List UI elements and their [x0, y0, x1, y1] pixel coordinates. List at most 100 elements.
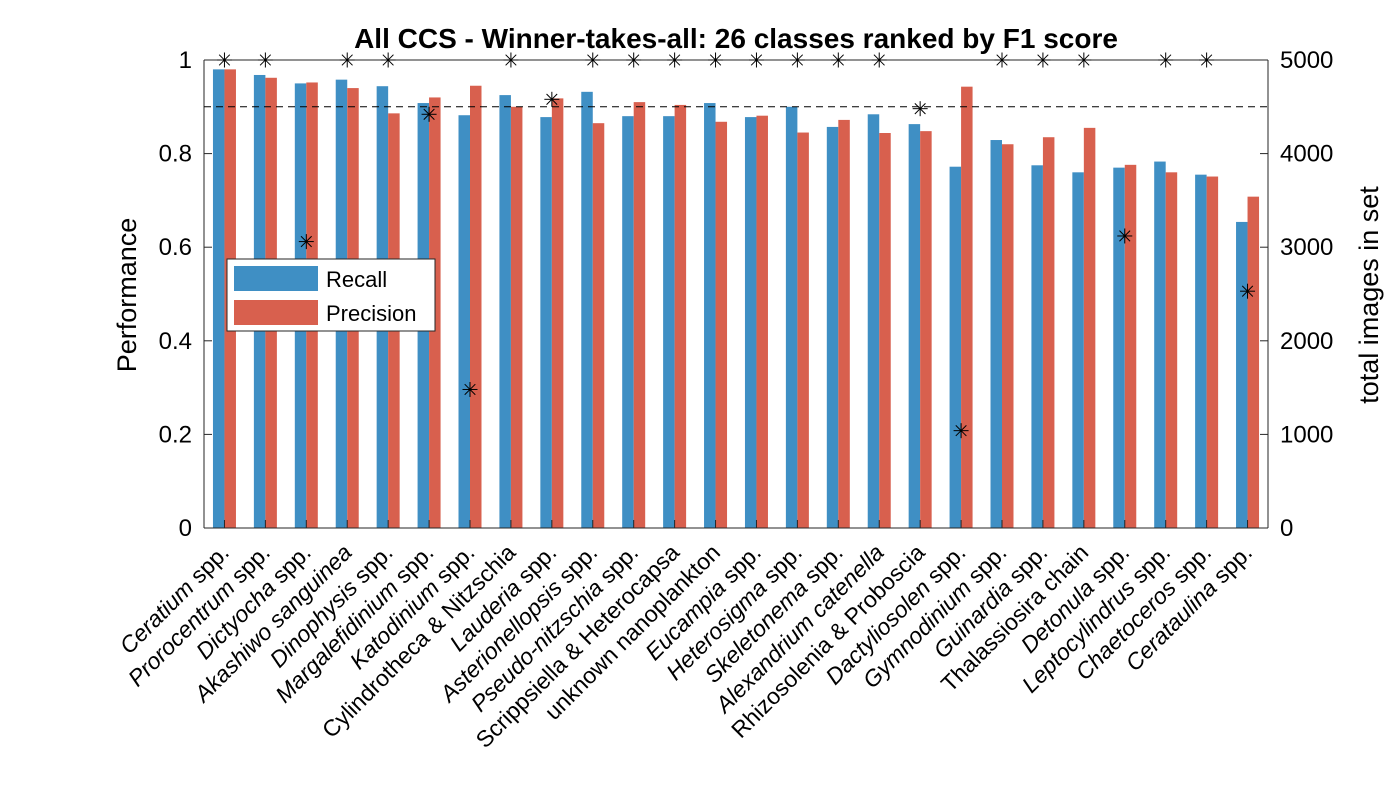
asterisk-stroke — [914, 103, 926, 115]
asterisk-stroke — [996, 54, 1008, 66]
bar-precision-17 — [920, 131, 932, 529]
asterisk-stroke — [259, 54, 272, 66]
bar-recall-22 — [1113, 167, 1125, 528]
total-images-marker-13 — [748, 52, 764, 68]
y-tick-label-5: 1 — [179, 47, 192, 74]
bar-recall-17 — [908, 124, 921, 528]
asterisk-stroke — [1241, 285, 1254, 297]
total-images-marker-22 — [1117, 228, 1133, 244]
y-right-tick-label-3: 3000 — [1280, 234, 1333, 261]
total-images-marker-9 — [585, 52, 601, 68]
legend-label-recall: Recall — [326, 267, 387, 292]
bar-precision-21 — [1083, 127, 1096, 529]
asterisk-stroke — [873, 54, 885, 66]
total-images-marker-14 — [789, 52, 805, 68]
bar-recall-11 — [663, 116, 675, 528]
bar-recall-24 — [1195, 174, 1207, 528]
bar-recall-10 — [622, 116, 634, 528]
total-images-marker-6 — [462, 381, 478, 397]
asterisk-stroke — [1078, 54, 1090, 66]
total-images-marker-8 — [544, 91, 560, 107]
bar-precision-16 — [879, 133, 891, 528]
legend: Recall Precision — [226, 258, 436, 332]
bar-precision-9 — [592, 123, 605, 529]
total-images-marker-7 — [503, 52, 519, 68]
asterisk-stroke — [341, 54, 353, 66]
bar-recall-12 — [704, 103, 716, 528]
bar-precision-14 — [797, 132, 809, 529]
y-tick-label-3: 0.6 — [159, 234, 192, 261]
total-images-marker-16 — [871, 52, 887, 68]
bar-recall-0 — [212, 69, 225, 529]
total-images-marker-11 — [667, 52, 683, 68]
total-images-marker-20 — [1035, 52, 1051, 68]
asterisk-stroke — [218, 54, 231, 66]
asterisk-stroke — [382, 54, 394, 66]
asterisk-stroke — [546, 93, 558, 105]
legend-swatch-precision — [234, 300, 318, 325]
y-right-tick-label-2: 2000 — [1280, 328, 1333, 355]
bar-precision-24 — [1206, 176, 1219, 529]
total-images-marker-25 — [1240, 283, 1256, 299]
y-right-tick-label-1: 1000 — [1280, 421, 1333, 448]
bar-recall-23 — [1154, 161, 1166, 528]
asterisk-stroke — [587, 54, 599, 66]
total-images-marker-17 — [912, 101, 928, 117]
bar-precision-19 — [1002, 144, 1014, 529]
asterisk-stroke — [1119, 230, 1131, 242]
asterisk-stroke — [750, 54, 763, 66]
bar-precision-11 — [674, 104, 687, 528]
total-images-marker-21 — [1076, 52, 1092, 68]
asterisk-stroke — [1160, 54, 1172, 66]
total-images-marker-19 — [994, 52, 1010, 68]
legend-label-precision: Precision — [326, 301, 416, 326]
asterisk-stroke — [423, 108, 435, 120]
bar-recall-15 — [826, 126, 839, 528]
bar-recall-16 — [867, 114, 880, 529]
asterisk-stroke — [1037, 54, 1049, 66]
asterisk-stroke — [505, 54, 517, 66]
asterisk-stroke — [955, 424, 967, 437]
total-images-marker-4 — [380, 52, 396, 68]
bar-precision-8 — [551, 98, 564, 528]
bar-recall-7 — [499, 95, 511, 528]
bar-recall-19 — [990, 140, 1002, 528]
y-tick-label-4: 0.8 — [159, 141, 192, 168]
asterisk-stroke — [668, 54, 681, 66]
bar-precision-23 — [1165, 172, 1178, 528]
y-right-tick-label-4: 4000 — [1280, 141, 1333, 168]
total-images-marker-12 — [708, 52, 724, 68]
y-axis-right-label: total images in set — [1354, 186, 1384, 404]
bar-recall-9 — [581, 91, 593, 528]
asterisk-stroke — [1200, 54, 1213, 66]
bar-precision-18 — [961, 86, 973, 529]
chart-title: All CCS - Winner-takes-all: 26 classes r… — [354, 23, 1118, 54]
bar-recall-8 — [540, 117, 552, 528]
y-right-tick-label-5: 5000 — [1280, 47, 1333, 74]
bar-recall-20 — [1031, 165, 1043, 529]
bar-precision-25 — [1247, 196, 1260, 528]
total-images-marker-2 — [298, 234, 314, 250]
asterisk-stroke — [628, 54, 640, 66]
y-right-tick-label-0: 0 — [1280, 515, 1293, 542]
asterisk-stroke — [832, 54, 844, 66]
total-images-marker-5 — [421, 106, 437, 122]
bar-recall-21 — [1072, 172, 1084, 528]
bar-precision-22 — [1124, 164, 1137, 528]
total-images-marker-23 — [1158, 52, 1174, 68]
asterisk-stroke — [709, 54, 722, 66]
bar-precision-7 — [510, 106, 523, 529]
total-images-marker-10 — [626, 52, 642, 68]
total-images-marker-15 — [830, 52, 846, 68]
y-tick-label-1: 0.2 — [159, 421, 192, 448]
y-axis-label: Performance — [112, 218, 142, 373]
asterisk-stroke — [300, 235, 312, 248]
legend-swatch-recall — [234, 266, 318, 291]
bar-precision-10 — [633, 102, 646, 529]
bar-precision-20 — [1042, 137, 1055, 528]
y-tick-label-2: 0.4 — [159, 328, 192, 355]
total-images-marker-24 — [1199, 52, 1215, 68]
bar-recall-6 — [458, 115, 470, 528]
total-images-marker-18 — [953, 423, 969, 439]
